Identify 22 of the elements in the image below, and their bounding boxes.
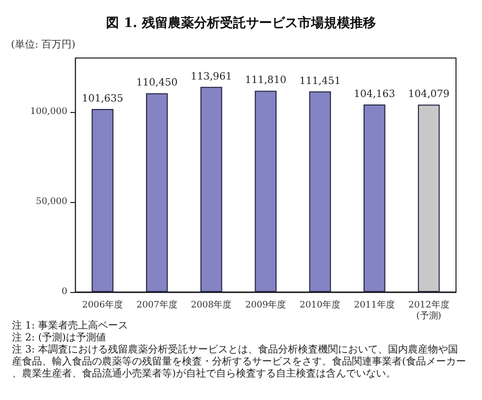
- x-tick-label: 2010年度: [300, 300, 341, 310]
- y-tick-label: 50,000: [36, 197, 68, 207]
- y-tick-label: 0: [62, 287, 68, 297]
- data-label: 111,810: [244, 75, 286, 86]
- x-tick-label: 2008年度: [190, 300, 232, 310]
- data-label: 101,635: [82, 94, 124, 105]
- data-label: 110,450: [136, 78, 178, 89]
- x-tick-label: 2011年度: [354, 300, 395, 310]
- x-tick-label: 2012年度 (予測): [408, 300, 450, 322]
- data-label: 111,451: [299, 76, 341, 87]
- text: 注 1: 事業者売上高ベース: [12, 320, 128, 332]
- x-tick-label: 2007年度: [136, 300, 178, 310]
- y-axis-title: (単位: 百万円): [10, 38, 76, 50]
- x-tick-label: 2006年度: [82, 300, 123, 310]
- data-label: 104,163: [354, 89, 396, 100]
- data-label: 104,079: [408, 89, 450, 100]
- text: 注 3: 本調査における残留農薬分析受託サービスとは、食品分析検査機関において、国内農産物や国産食品、輸入食品の農薬等の残留量を検査・分析するサービスをさす。食品関連事業者(食品メーカー、農業生産者、食品流通小売業者等)が自社で自ら検査する自主検査は含んでいない。: [12, 344, 466, 380]
- text: 注 2: (予測)は予測値: [12, 332, 106, 344]
- y-tick-label: 100,000: [30, 107, 68, 117]
- x-tick-label: 2009年度: [245, 300, 286, 310]
- chart-title: 図 1. 残留農薬分析受託サービス市場規模推移: [106, 15, 376, 31]
- data-label: 113,961: [190, 71, 232, 82]
